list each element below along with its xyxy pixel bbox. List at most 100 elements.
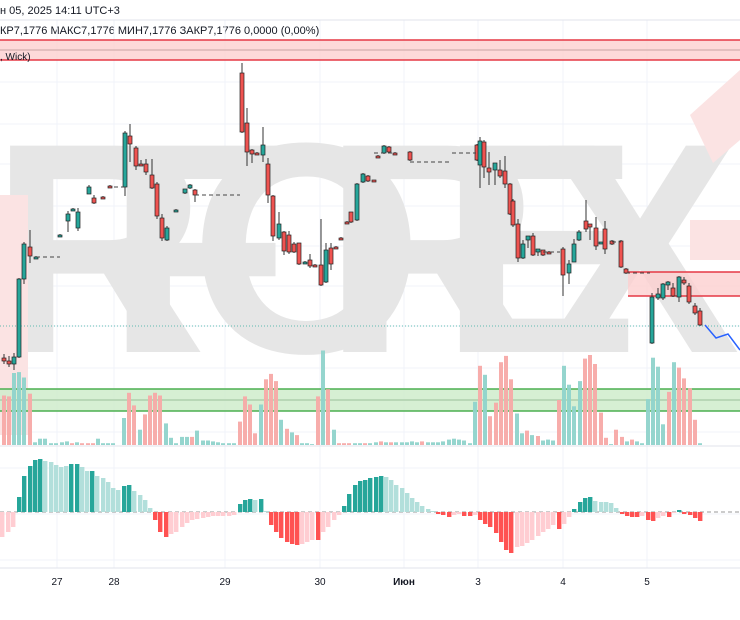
histogram-bar (374, 477, 379, 512)
volume-bar (180, 436, 184, 445)
candle (618, 240, 624, 268)
histogram-bar (101, 478, 106, 512)
candle (593, 217, 599, 250)
histogram-bar (305, 512, 310, 542)
histogram-bar (640, 512, 645, 516)
histogram-bar (353, 485, 358, 512)
volume-bar (221, 443, 225, 445)
histogram-bar (405, 493, 410, 512)
volume-bar (295, 435, 299, 445)
volume-bar (164, 423, 168, 445)
histogram-bar (248, 499, 253, 512)
histogram-bar (525, 512, 530, 543)
volume-bar (7, 396, 11, 445)
candle (649, 293, 655, 344)
candle (296, 242, 302, 265)
candle (1, 354, 7, 364)
volume-bar (269, 373, 273, 445)
histogram-bar (169, 512, 174, 534)
volume-bar (138, 429, 142, 445)
support-zone (0, 388, 740, 412)
volume-bar (185, 436, 189, 445)
volume-bar (567, 384, 571, 445)
candle (154, 182, 160, 219)
candle (507, 183, 513, 215)
histogram-bar (478, 512, 483, 520)
candle (665, 281, 671, 290)
volume-bar (353, 443, 357, 445)
candle (655, 288, 661, 300)
histogram-bar (379, 476, 384, 512)
candle (281, 231, 287, 255)
candle (338, 237, 344, 241)
histogram-bar (572, 509, 577, 512)
histogram-bar (604, 502, 609, 512)
candle (249, 149, 255, 163)
histogram-bar (127, 485, 132, 512)
histogram-bar (106, 482, 111, 512)
volume-bar (457, 439, 461, 445)
volume-bar (494, 402, 498, 445)
volume-bar (22, 377, 26, 445)
volume-bar (248, 404, 252, 445)
candle (502, 156, 508, 188)
histogram-bar (38, 459, 43, 512)
volume-bar (410, 441, 414, 445)
candle (520, 240, 526, 259)
histogram-bar (227, 512, 232, 516)
candle (392, 152, 398, 156)
histogram-bar (143, 500, 148, 512)
volume-bar (693, 419, 697, 445)
histogram-bar (54, 465, 59, 512)
candle (107, 185, 113, 189)
histogram-bar (609, 503, 614, 512)
candle (302, 261, 308, 265)
volume-bar (379, 441, 383, 445)
histogram-bar (651, 512, 656, 521)
histogram-bar (583, 498, 588, 512)
volume-bar (122, 418, 126, 445)
volume-bar (195, 430, 199, 445)
volume-bar (530, 435, 534, 445)
histogram-bar (332, 512, 337, 520)
histogram-bar (682, 512, 687, 514)
volume-bar (625, 441, 629, 445)
candle (697, 308, 703, 326)
histogram-bar (389, 480, 394, 512)
volume-bar (326, 389, 330, 445)
candlestick-series[interactable] (1, 63, 703, 370)
volume-bar (436, 442, 440, 445)
candle (602, 221, 608, 254)
volume-bar (28, 393, 32, 445)
volume-bar (201, 440, 205, 445)
candle (546, 251, 552, 255)
watermark-text: RFOREX (0, 80, 740, 416)
histogram-bar (153, 512, 158, 520)
volume-bar (651, 357, 655, 445)
histogram-bar (211, 512, 216, 516)
histogram-bar (95, 476, 100, 512)
time-axis-label: 3 (475, 577, 481, 588)
volume-bar (546, 439, 550, 445)
time-axis-label: 27 (51, 577, 63, 588)
volume-bar (243, 396, 247, 445)
candle (333, 246, 339, 250)
candle (270, 195, 276, 241)
volume-bar (557, 400, 561, 445)
volume-bar (614, 429, 618, 445)
volume-bar (206, 440, 210, 445)
volume-bar (143, 414, 147, 445)
volume-bar (80, 443, 84, 445)
histogram-bar (415, 502, 420, 512)
candle (127, 124, 133, 162)
volume-bar (2, 395, 6, 445)
histogram-bar (195, 512, 200, 519)
candle (276, 212, 282, 240)
zone-label: , Wick) (0, 52, 31, 63)
histogram-bar (688, 512, 693, 515)
histogram-bar (17, 497, 22, 512)
volume-bar (384, 442, 388, 445)
candle (497, 160, 503, 178)
volume-bar (415, 442, 419, 445)
